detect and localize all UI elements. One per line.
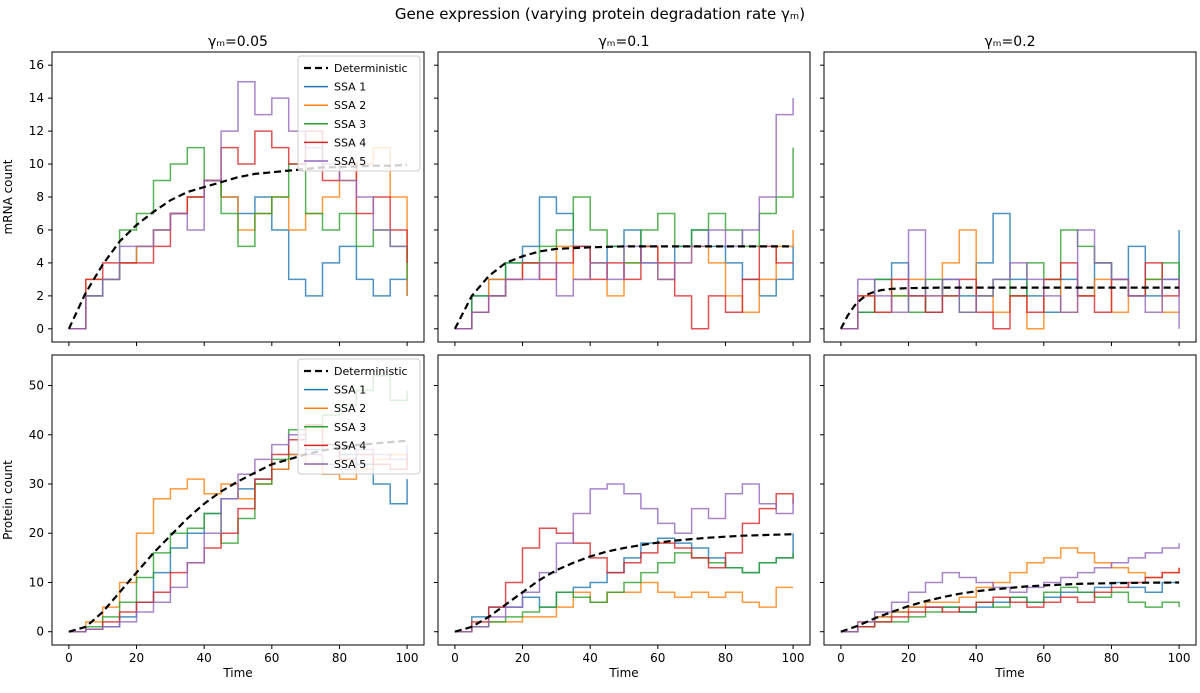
- x-tick-label: 80: [332, 651, 347, 665]
- series-line-ssa-4: [454, 493, 794, 633]
- y-axis-label: mRNA count: [1, 159, 15, 234]
- series-group: [67, 80, 408, 330]
- x-tick-label: 60: [1036, 651, 1051, 665]
- panel-1: 0 2 4 6 8 10 12 14 16 γₘ=0.05 mRNA count Determinis…: [1, 34, 425, 346]
- panel-6: 0 20 40 60 80 100 Time: [820, 354, 1197, 680]
- panel-title: γₘ=0.1: [598, 34, 649, 50]
- x-tick-label: 60: [264, 651, 279, 665]
- series-line-ssa-2: [454, 581, 794, 633]
- legend-label: SSA 1: [334, 384, 366, 397]
- x-tick-label: 80: [1104, 651, 1119, 665]
- x-tick-label: 40: [197, 651, 212, 665]
- legend-label: SSA 3: [334, 118, 366, 131]
- series-line-ssa-3: [840, 586, 1180, 633]
- x-tick-label: 20: [515, 651, 530, 665]
- axes-frame: [437, 354, 811, 646]
- axes-frame: [437, 51, 811, 343]
- y-tick-label: 2: [36, 289, 44, 303]
- legend-label: Deterministic: [334, 62, 408, 75]
- y-tick-label: 4: [36, 256, 44, 270]
- y-tick-label: 20: [29, 526, 44, 540]
- series-line-ssa-5: [840, 229, 1180, 330]
- y-tick-label: 14: [29, 91, 44, 105]
- axes-frame: [51, 354, 425, 646]
- series-line-ssa-5: [68, 80, 408, 330]
- x-tick-label: 40: [969, 651, 984, 665]
- panel-4: 0 20 40 60 80 100 0 10 20 30 40 50 Time Protein count…: [1, 354, 425, 680]
- legend-label: SSA 1: [334, 81, 366, 94]
- y-tick-label: 30: [29, 477, 44, 491]
- series-group: [453, 98, 794, 330]
- x-tick-label: 100: [396, 651, 419, 665]
- series-line-ssa-3: [68, 146, 408, 330]
- y-tick-label: 12: [29, 124, 44, 138]
- x-tick-label: 0: [837, 651, 845, 665]
- y-tick-label: 8: [36, 190, 44, 204]
- series-line-ssa-4: [840, 567, 1180, 633]
- figure-suptitle: Gene expression (varying protein degrada…: [395, 5, 805, 23]
- legend-label: SSA 5: [334, 155, 366, 168]
- legend-label: SSA 4: [334, 439, 366, 452]
- x-tick-label: 100: [782, 651, 805, 665]
- y-tick-label: 0: [36, 322, 44, 336]
- panel-2: γₘ=0.1: [434, 34, 811, 346]
- series-line-deterministic: [454, 533, 794, 633]
- legend-label: SSA 5: [334, 458, 366, 471]
- x-axis-label: Time: [608, 666, 638, 680]
- legend-label: SSA 2: [334, 402, 366, 415]
- legend-label: SSA 3: [334, 421, 366, 434]
- y-tick-label: 16: [29, 58, 44, 72]
- x-axis-label: Time: [994, 666, 1024, 680]
- series-line-deterministic: [840, 581, 1180, 633]
- series-line-deterministic: [453, 245, 794, 330]
- series-group: [454, 483, 794, 633]
- axes-frame: [823, 354, 1197, 646]
- y-axis-label: Protein count: [1, 460, 15, 540]
- x-tick-label: 80: [718, 651, 733, 665]
- legend-box: [297, 358, 421, 475]
- x-tick-label: 0: [451, 651, 459, 665]
- x-tick-label: 0: [65, 651, 73, 665]
- legend: Deterministic SSA 1 SSA 2 SSA 3 SSA 4 SSA 5: [297, 55, 421, 172]
- series-line-deterministic: [839, 286, 1180, 330]
- y-tick-label: 0: [36, 625, 44, 639]
- panel-5: 0 20 40 60 80 100 Time: [434, 354, 811, 680]
- x-tick-label: 20: [129, 651, 144, 665]
- y-tick-label: 50: [29, 379, 44, 393]
- y-tick-label: 6: [36, 223, 44, 237]
- series-line-ssa-5: [454, 483, 794, 633]
- panels-group: 0 2 4 6 8 10 12 14 16 γₘ=0.05 mRNA count Determinis…: [1, 34, 1197, 680]
- x-tick-label: 60: [650, 651, 665, 665]
- panel-title: γₘ=0.05: [208, 34, 268, 50]
- series-line-ssa-2: [840, 547, 1180, 633]
- series-group: [839, 212, 1180, 330]
- panel-3: γₘ=0.2: [820, 34, 1197, 346]
- x-axis-label: Time: [222, 666, 252, 680]
- legend-label: Deterministic: [334, 365, 408, 378]
- x-tick-label: 40: [583, 651, 598, 665]
- y-tick-label: 10: [29, 575, 44, 589]
- x-tick-label: 100: [1168, 651, 1191, 665]
- y-tick-label: 10: [29, 157, 44, 171]
- panel-title: γₘ=0.2: [984, 34, 1035, 50]
- series-line-ssa-5: [840, 543, 1180, 633]
- y-tick-label: 40: [29, 428, 44, 442]
- legend-label: SSA 2: [334, 99, 366, 112]
- legend-label: SSA 4: [334, 136, 366, 149]
- x-tick-label: 20: [901, 651, 916, 665]
- legend-box: [297, 55, 421, 172]
- series-group: [840, 543, 1180, 633]
- series-line-ssa-3: [454, 552, 794, 633]
- legend: Deterministic SSA 1 SSA 2 SSA 3 SSA 4 SSA 5: [297, 358, 421, 475]
